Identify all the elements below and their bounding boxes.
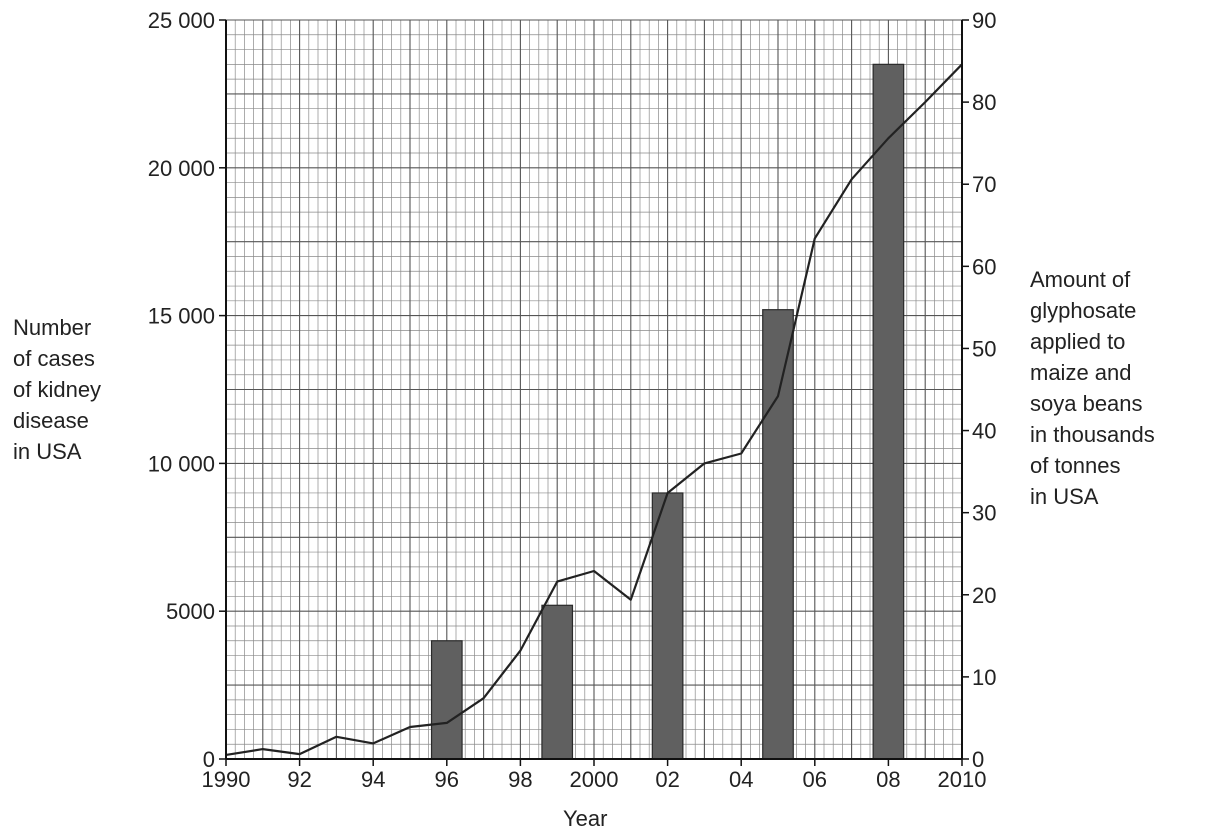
major-grid: [225, 19, 963, 760]
right-tick-label: 40: [972, 419, 996, 444]
right-tick-label: 60: [972, 254, 996, 279]
x-tick-label: 96: [435, 767, 459, 792]
x-tick-label: 92: [287, 767, 311, 792]
glyphosate-line: [225, 63, 963, 756]
x-tick-label: 2000: [570, 767, 619, 792]
bar: [430, 640, 463, 760]
left-tick-label: 25 000: [148, 8, 215, 33]
right-tick-label: 80: [972, 90, 996, 115]
right-tick-label: 20: [972, 583, 996, 608]
right-tick-label: 30: [972, 501, 996, 526]
bar: [651, 492, 684, 760]
glyphosate-series-line: [225, 63, 963, 756]
x-tick-label: 94: [361, 767, 385, 792]
x-axis-ticks: 1990 92 94 96 98 2000 02 04 06 08 2010: [202, 759, 987, 792]
right-axis-label: Amount of glyphosate applied to maize an…: [1030, 267, 1155, 509]
right-tick-label: 70: [972, 172, 996, 197]
left-tick-label: 10 000: [148, 451, 215, 476]
right-tick-label: 50: [972, 336, 996, 361]
left-axis-ticks: 0 5000 10 000 15 000 20 000 25 000: [148, 8, 226, 772]
right-tick-label: 90: [972, 8, 996, 33]
bar: [541, 604, 574, 760]
bars: [430, 63, 905, 760]
left-tick-label: 20 000: [148, 156, 215, 181]
right-tick-label: 0: [972, 747, 984, 772]
bar: [872, 63, 905, 760]
bar: [762, 309, 794, 760]
left-tick-label: 5000: [166, 599, 215, 624]
x-tick-label: 06: [803, 767, 827, 792]
x-tick-label: 98: [508, 767, 532, 792]
x-tick-label: 1990: [202, 767, 251, 792]
left-tick-label: 15 000: [148, 304, 215, 329]
left-axis-label: Number of cases of kidney disease in USA: [13, 315, 102, 464]
x-tick-label: 2010: [938, 767, 987, 792]
right-tick-label: 10: [972, 665, 996, 690]
x-tick-label: 04: [729, 767, 753, 792]
x-tick-label: 08: [876, 767, 900, 792]
left-tick-label: 0: [203, 747, 215, 772]
right-axis-ticks: 0 10 20 30 40 50 60 70 80 90: [962, 8, 996, 772]
x-tick-label: 02: [655, 767, 679, 792]
x-axis-label: Year: [563, 806, 608, 831]
